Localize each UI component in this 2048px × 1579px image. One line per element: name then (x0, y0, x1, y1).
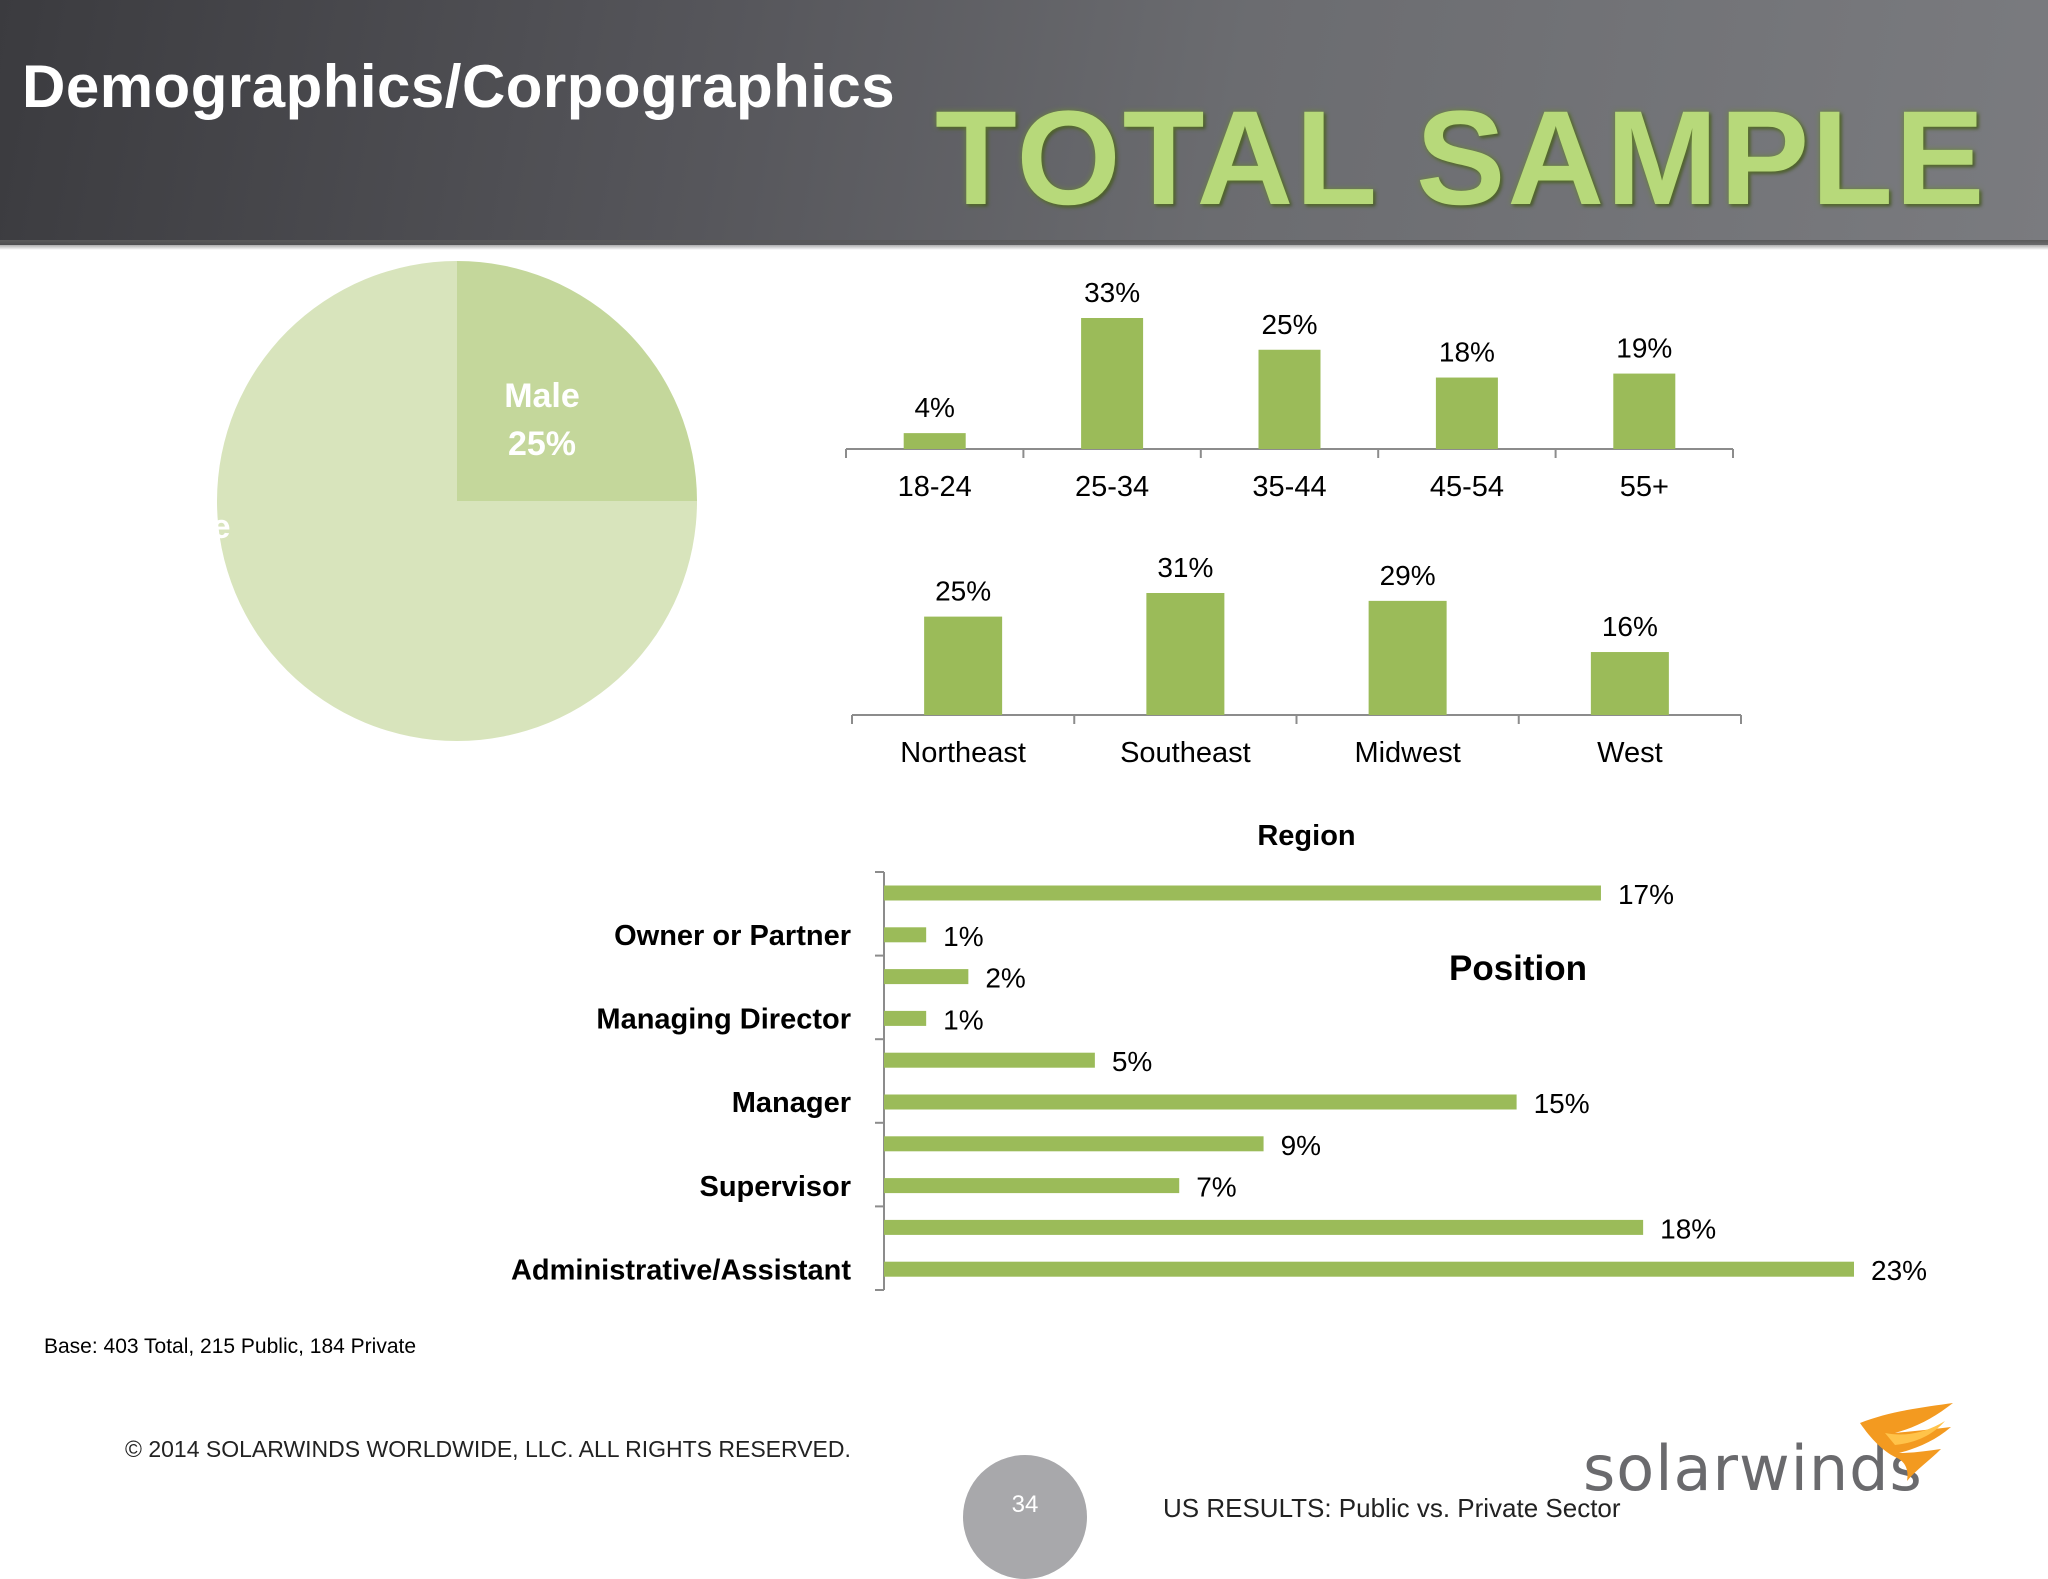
region-bar (1590, 652, 1669, 715)
age-bar (903, 433, 966, 449)
age-data-label: 18% (1439, 337, 1495, 368)
position-bar (884, 1219, 1644, 1235)
age-bar (1081, 318, 1144, 449)
region-bar (1368, 600, 1447, 715)
position-category-label: Managing Director (596, 1004, 851, 1036)
footer-subtitle: US RESULTS: Public vs. Private Sector (1163, 1493, 1621, 1523)
age-bar (1258, 349, 1321, 449)
region-category-label: Midwest (1354, 737, 1460, 769)
position-data-label: 9% (1281, 1130, 1321, 1161)
position-bar (884, 969, 969, 985)
region-data-label: 31% (1157, 552, 1213, 583)
position-bar (884, 1178, 1180, 1194)
age-category-label: 55+ (1620, 471, 1669, 503)
age-category-label: 45-54 (1430, 471, 1504, 503)
region-bar (1146, 593, 1225, 715)
position-bar (884, 1261, 1854, 1277)
position-category-label: Manager (732, 1087, 851, 1119)
position-data-label: 23% (1871, 1255, 1927, 1286)
position-data-label: 5% (1112, 1046, 1152, 1077)
position-bar (884, 927, 927, 943)
position-data-label: 15% (1534, 1088, 1590, 1119)
page-title: Demographics/Corpographics (22, 53, 896, 120)
age-data-label: 4% (914, 392, 954, 423)
age-bar (1613, 373, 1676, 449)
pie-value-male: 25% (508, 425, 576, 463)
region-title: Region (1257, 820, 1355, 852)
age-data-label: 33% (1084, 277, 1140, 308)
age-bar (1435, 377, 1498, 449)
age-category-label: 35-44 (1252, 471, 1326, 503)
position-category-label: Supervisor (700, 1171, 852, 1203)
pie-label-male: Male (504, 377, 580, 415)
age-data-label: 19% (1616, 333, 1672, 364)
position-bar (884, 1094, 1517, 1110)
pie-slice-female (217, 261, 697, 741)
pie-slice-male (457, 261, 697, 501)
region-category-label: Southeast (1120, 737, 1251, 769)
region-category-label: West (1597, 737, 1663, 769)
pie-label-female: Female (113, 508, 230, 546)
page-number: 34 (963, 1455, 1087, 1579)
position-category-label: Owner or Partner (614, 920, 851, 952)
flame-swoosh-icon (1860, 1403, 1953, 1481)
total-sample-banner: TOTAL SAMPLE (935, 84, 1987, 233)
header-band (0, 0, 2048, 245)
age-category-label: 25-34 (1075, 471, 1149, 503)
age-category-label: 18-24 (898, 471, 972, 503)
pie-value-female: 75% (138, 556, 206, 594)
position-data-label: 1% (943, 1004, 983, 1035)
age-data-label: 25% (1261, 309, 1317, 340)
charts-canvas: Male 25% Female 75% 4% 18-24 33% 25-34 25% 35-44 1… (113, 261, 1928, 1291)
position-category-label: Administrative/Assistant (511, 1254, 851, 1286)
solarwinds-logo: solarwinds (1583, 1432, 1923, 1505)
region-category-label: Northeast (900, 737, 1026, 769)
position-bar (884, 885, 1601, 901)
position-data-label: 2% (985, 963, 1025, 994)
position-data-label: 18% (1660, 1213, 1716, 1244)
position-bar (884, 1010, 927, 1026)
region-data-label: 16% (1602, 611, 1658, 642)
position-data-label: 7% (1196, 1172, 1236, 1203)
region-bar (924, 616, 1003, 715)
header-shadow (0, 240, 2048, 250)
region-data-label: 25% (935, 576, 991, 607)
position-data-label: 1% (943, 921, 983, 952)
position-bar (884, 1052, 1095, 1068)
position-title: Position (1449, 949, 1587, 988)
position-bar (884, 1136, 1264, 1152)
position-data-label: 17% (1618, 879, 1674, 910)
base-note: Base: 403 Total, 215 Public, 184 Private (44, 1335, 417, 1358)
copyright-text: © 2014 SOLARWINDS WORLDWIDE, LLC. ALL RI… (125, 1436, 851, 1462)
region-data-label: 29% (1380, 560, 1436, 591)
